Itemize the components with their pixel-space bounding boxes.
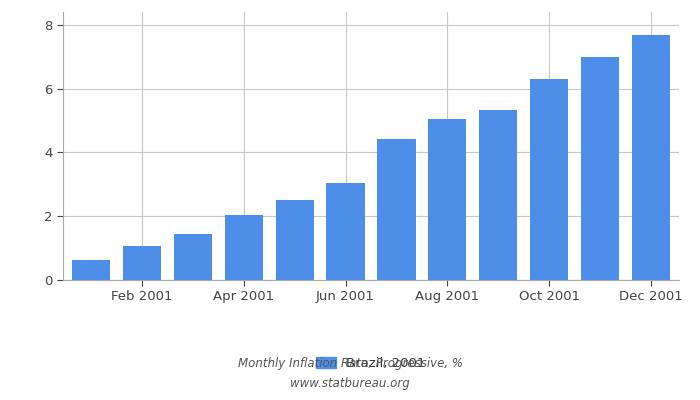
Bar: [632, 35, 670, 280]
Bar: [122, 246, 161, 280]
Bar: [72, 260, 110, 280]
Legend: Brazil, 2001: Brazil, 2001: [311, 351, 431, 375]
Text: Monthly Inflation Rate, Progressive, %: Monthly Inflation Rate, Progressive, %: [237, 358, 463, 370]
Bar: [276, 200, 314, 280]
Text: www.statbureau.org: www.statbureau.org: [290, 378, 410, 390]
Bar: [428, 118, 466, 280]
Bar: [581, 57, 620, 280]
Bar: [530, 79, 568, 280]
Bar: [480, 110, 517, 280]
Bar: [174, 234, 212, 280]
Bar: [326, 183, 365, 280]
Bar: [377, 139, 416, 280]
Bar: [225, 215, 262, 280]
